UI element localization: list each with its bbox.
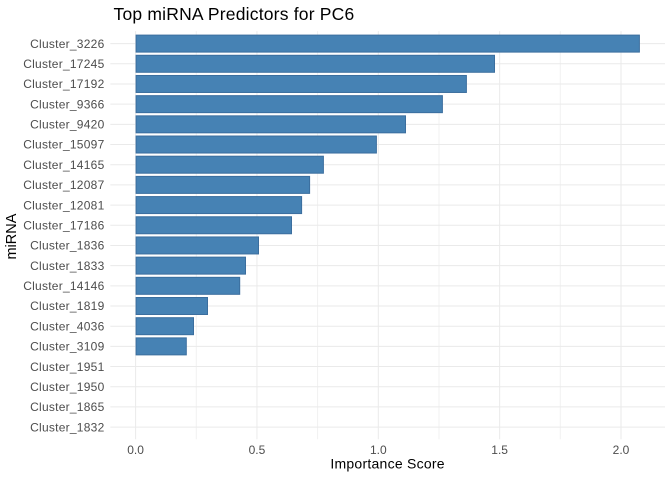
svg-text:Cluster_9420: Cluster_9420 xyxy=(30,118,104,132)
svg-text:0.5: 0.5 xyxy=(249,443,266,457)
svg-text:Cluster_1865: Cluster_1865 xyxy=(30,400,104,414)
svg-text:Cluster_1832: Cluster_1832 xyxy=(30,420,104,434)
svg-text:1.5: 1.5 xyxy=(491,443,508,457)
svg-text:Cluster_12081: Cluster_12081 xyxy=(23,198,104,212)
svg-text:Cluster_1833: Cluster_1833 xyxy=(30,259,104,273)
svg-text:Importance Score: Importance Score xyxy=(330,456,445,472)
svg-text:Cluster_17245: Cluster_17245 xyxy=(23,57,104,71)
svg-text:0.0: 0.0 xyxy=(127,443,144,457)
svg-text:Cluster_14165: Cluster_14165 xyxy=(23,158,104,172)
svg-text:Top miRNA Predictors for PC6: Top miRNA Predictors for PC6 xyxy=(114,4,355,24)
svg-text:2.0: 2.0 xyxy=(613,443,630,457)
svg-text:Cluster_17186: Cluster_17186 xyxy=(23,218,104,232)
svg-text:Cluster_14146: Cluster_14146 xyxy=(23,279,104,293)
svg-text:Cluster_3109: Cluster_3109 xyxy=(30,340,104,354)
svg-text:Cluster_17192: Cluster_17192 xyxy=(23,77,104,91)
svg-text:Cluster_15097: Cluster_15097 xyxy=(23,138,104,152)
svg-text:Cluster_4036: Cluster_4036 xyxy=(30,319,104,333)
svg-text:Cluster_1836: Cluster_1836 xyxy=(30,239,104,253)
svg-text:1.0: 1.0 xyxy=(370,443,387,457)
svg-text:Cluster_1951: Cluster_1951 xyxy=(30,360,104,374)
svg-text:Cluster_1950: Cluster_1950 xyxy=(30,380,104,394)
svg-text:Cluster_12087: Cluster_12087 xyxy=(23,178,104,192)
svg-text:miRNA: miRNA xyxy=(4,213,20,259)
svg-text:Cluster_1819: Cluster_1819 xyxy=(30,299,104,313)
svg-text:Cluster_3226: Cluster_3226 xyxy=(30,37,104,51)
svg-text:Cluster_9366: Cluster_9366 xyxy=(30,97,104,111)
